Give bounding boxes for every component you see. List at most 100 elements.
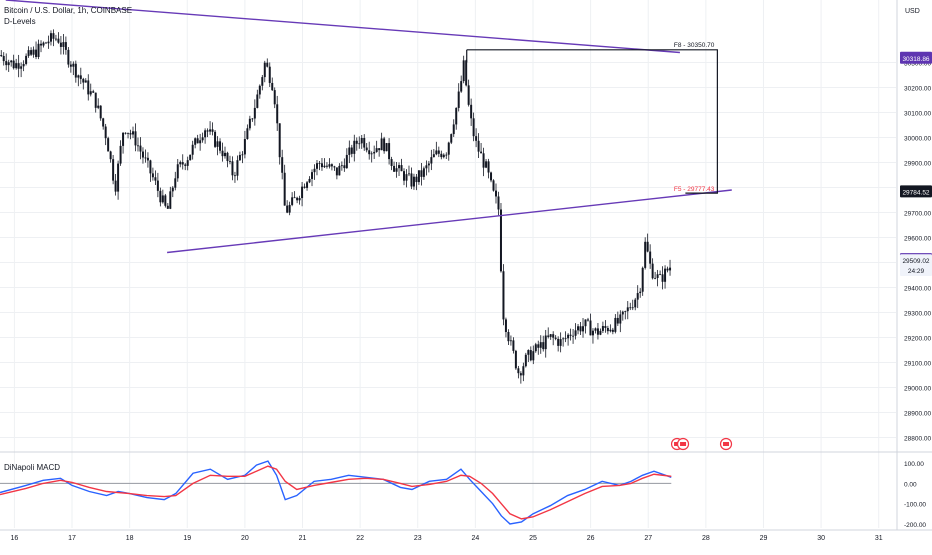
- candle-body: [273, 90, 276, 105]
- candle-body: [64, 42, 67, 50]
- candle-body: [664, 268, 667, 282]
- candle-body: [445, 154, 448, 156]
- candle-body: [375, 148, 378, 152]
- candle-body: [92, 91, 95, 93]
- candle-body: [119, 145, 122, 164]
- candle-body: [166, 205, 169, 209]
- candle-body: [477, 140, 480, 152]
- candle-body: [572, 335, 575, 337]
- candle-body: [325, 165, 328, 167]
- event-marker: [719, 437, 733, 451]
- time-axis[interactable]: 16 17 18 19 20 21 22 23 24 25 26 27 28 29 30 31: [11, 535, 883, 542]
- candle-body: [102, 118, 105, 127]
- candle-body: [122, 132, 125, 146]
- candle-body: [405, 174, 408, 181]
- candle-body: [651, 263, 654, 279]
- candle-body: [549, 334, 552, 337]
- candle-body: [472, 118, 475, 137]
- candle-body: [586, 319, 589, 321]
- candle-body: [15, 63, 18, 69]
- candle-body: [373, 151, 376, 154]
- candle-body: [224, 152, 227, 157]
- candle-body: [338, 165, 341, 176]
- candle-body: [258, 85, 261, 95]
- candle-body: [139, 145, 142, 152]
- candle-body: [614, 317, 617, 332]
- candle-body: [596, 328, 599, 335]
- candle-body: [221, 150, 224, 157]
- candle-body: [288, 204, 291, 213]
- candle-body: [524, 354, 527, 367]
- candle-body: [62, 42, 65, 47]
- price-tag-label: 29509.02: [902, 258, 929, 265]
- candle-body: [176, 164, 179, 179]
- symbol-title: Bitcoin / U.S. Dollar, 1h, COINBASE: [4, 6, 132, 15]
- candle-body: [649, 251, 652, 264]
- candle-body: [156, 180, 159, 191]
- candle-body: [345, 154, 348, 169]
- candle-body: [276, 104, 279, 124]
- candle-body: [291, 197, 294, 205]
- candle-body: [584, 319, 587, 327]
- candle-body: [211, 129, 214, 132]
- candle-body: [654, 277, 657, 279]
- price-tag-bg: [900, 254, 932, 267]
- candle-body: [353, 140, 356, 154]
- drawings[interactable]: F8 - 30350.70 F5 - 29777.43: [5, 0, 732, 254]
- grid-lines: [0, 0, 932, 531]
- candle-body: [552, 334, 555, 338]
- candle-body: [112, 159, 115, 181]
- candle-body: [241, 154, 244, 156]
- candle-body: [214, 131, 217, 147]
- time-tick-label: 24: [471, 535, 479, 542]
- candle-body: [333, 166, 336, 168]
- event-markers[interactable]: [670, 437, 733, 451]
- macd-tick-label: 0.00: [904, 481, 917, 488]
- price-tick-label: 29300.00: [904, 311, 931, 318]
- candle-body: [611, 329, 614, 332]
- candle-body: [256, 94, 259, 108]
- candle-body: [20, 66, 23, 69]
- candle-body: [430, 157, 433, 164]
- candle-body: [209, 129, 212, 132]
- fib-box-outline: [466, 49, 718, 194]
- candle-body: [159, 190, 162, 203]
- candle-body: [315, 163, 318, 169]
- candle-body: [186, 160, 189, 166]
- candle-body: [238, 154, 241, 161]
- candle-body: [659, 274, 662, 276]
- channel-lower-line: [167, 189, 732, 254]
- price-tick-label: 29600.00: [904, 236, 931, 243]
- candle-body: [109, 151, 112, 160]
- candle-body: [368, 150, 371, 155]
- candle-body: [398, 165, 401, 169]
- candle-body: [656, 274, 659, 278]
- candle-body: [194, 138, 197, 145]
- time-tick-label: 30: [817, 535, 825, 542]
- candle-body: [253, 107, 256, 119]
- candle-body: [49, 33, 52, 42]
- time-tick-label: 31: [875, 535, 883, 542]
- candle-body: [2, 55, 5, 62]
- candle-body: [301, 186, 304, 199]
- candle-body: [388, 143, 391, 160]
- candle-body: [490, 172, 493, 181]
- time-tick-label: 16: [11, 535, 19, 542]
- candle-body: [196, 138, 199, 144]
- candle-body: [415, 176, 418, 183]
- candle-body: [629, 307, 632, 309]
- currency-label[interactable]: USD: [905, 8, 920, 15]
- price-axis[interactable]: 30300.00 30200.00 30100.00 30000.00 29900.00…: [900, 51, 932, 529]
- candle-body: [646, 241, 649, 252]
- candle-body: [604, 325, 607, 328]
- candle-body: [104, 126, 107, 139]
- candle-body: [134, 131, 137, 146]
- candle-body: [226, 152, 229, 162]
- price-tick-label: 29900.00: [904, 161, 931, 168]
- candle-body: [442, 154, 445, 158]
- candle-body: [82, 78, 85, 83]
- time-tick-label: 29: [760, 535, 768, 542]
- candle-body: [470, 104, 473, 119]
- candle-body: [184, 164, 187, 166]
